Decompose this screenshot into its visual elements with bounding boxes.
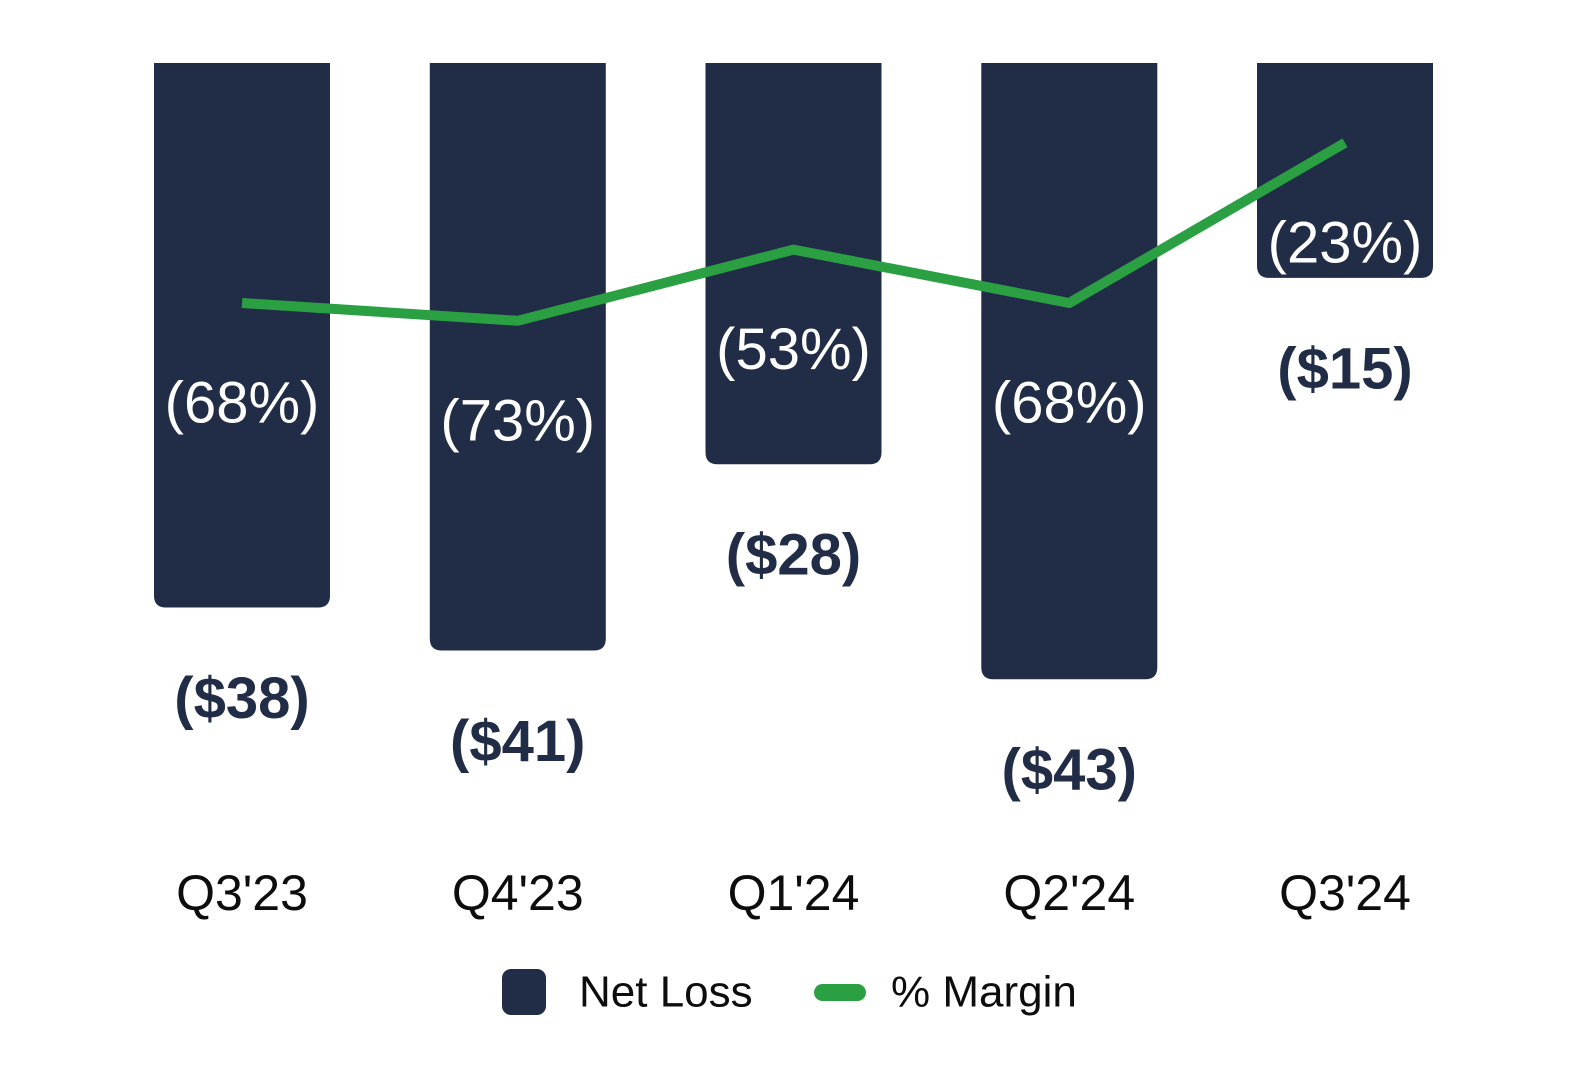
net-loss-bar-q3-23 bbox=[154, 63, 330, 608]
legend-net-loss-swatch bbox=[502, 969, 546, 1015]
margin-line bbox=[241, 138, 1348, 326]
net-loss-bar-q4-23 bbox=[429, 63, 606, 651]
x-axis-labels: Q3'23 Q4'23 Q1'24 Q2'24 Q3'24 bbox=[176, 865, 1411, 921]
net-loss-label-q3-24: ($15) bbox=[1277, 336, 1412, 401]
net-loss-data-labels: ($38) ($41) ($28) ($43) ($15) bbox=[174, 336, 1412, 802]
margin-label-q1-24: (53%) bbox=[716, 317, 871, 382]
margin-label-q3-23: (68%) bbox=[165, 371, 320, 436]
net-loss-bar-q1-24 bbox=[705, 63, 882, 465]
margin-label-q3-24: (23%) bbox=[1268, 210, 1423, 275]
x-axis-label-q3-23: Q3'23 bbox=[176, 865, 308, 921]
net-loss-bars bbox=[154, 63, 1433, 680]
net-loss-label-q1-24: ($28) bbox=[726, 523, 861, 588]
margin-label-q2-24: (68%) bbox=[992, 371, 1147, 436]
legend-margin-label: % Margin bbox=[891, 968, 1077, 1017]
margin-label-q4-23: (73%) bbox=[440, 388, 595, 453]
x-axis-label-q1-24: Q1'24 bbox=[728, 865, 860, 921]
legend: Net Loss % Margin bbox=[502, 968, 1077, 1017]
net-loss-label-q3-23: ($38) bbox=[174, 666, 309, 731]
x-axis-label-q2-24: Q2'24 bbox=[1003, 865, 1135, 921]
margin-data-labels: (68%) (73%) (53%) (68%) (23%) bbox=[165, 210, 1423, 453]
legend-margin-swatch bbox=[814, 984, 866, 1001]
net-loss-label-q2-24: ($43) bbox=[1002, 738, 1137, 803]
legend-net-loss-label: Net Loss bbox=[579, 968, 753, 1017]
net-loss-bar-q2-24 bbox=[981, 63, 1158, 680]
x-axis-label-q3-24: Q3'24 bbox=[1279, 865, 1411, 921]
x-axis-label-q4-23: Q4'23 bbox=[452, 865, 584, 921]
plot-area: (68%) (73%) (53%) (68%) (23%) ($38) ($41) ($28)… bbox=[154, 63, 1433, 921]
net-loss-bar-q3-24 bbox=[1257, 63, 1433, 278]
margin-line-series bbox=[241, 138, 1348, 326]
net-loss-label-q4-23: ($41) bbox=[450, 709, 585, 774]
